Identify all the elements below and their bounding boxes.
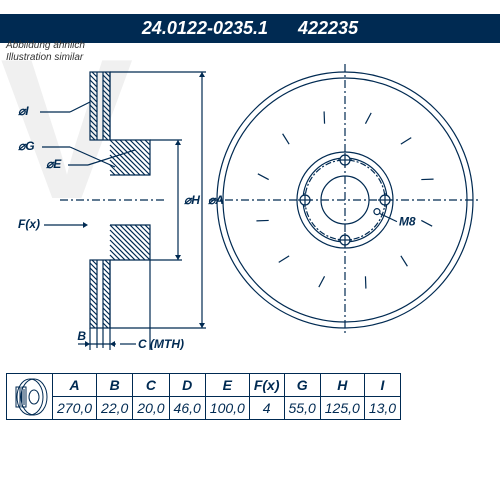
val-I: 13,0 [364,397,400,420]
col-G: G [284,374,320,397]
val-E: 100,0 [205,397,249,420]
svg-text:⌀A: ⌀A [208,193,224,207]
short-code: 422235 [298,18,358,39]
col-D: D [169,374,205,397]
disc-icon [10,377,50,417]
header-bar: 24.0122-0235.1 422235 [0,14,500,43]
svg-text:⌀I: ⌀I [18,104,29,118]
val-D: 46,0 [169,397,205,420]
table-header-row: A B C D E F(x) G H I [7,374,401,397]
page-container: V 24.0122-0235.1 422235 Abbildung ähnlic… [0,0,500,500]
svg-text:⌀G: ⌀G [18,139,35,153]
subtitle-german: Abbildung ähnlich [6,40,85,51]
val-F: 4 [249,397,284,420]
col-I: I [364,374,400,397]
table-icon-cell [7,374,53,420]
val-H: 125,0 [320,397,364,420]
svg-text:M8: M8 [399,215,416,229]
col-A: A [53,374,97,397]
table-value-row: 270,0 22,0 20,0 46,0 100,0 4 55,0 125,0 … [7,397,401,420]
dimension-table: A B C D E F(x) G H I 270,0 22,0 20,0 46,… [6,373,401,420]
part-number: 24.0122-0235.1 [142,18,268,39]
val-C: 20,0 [133,397,169,420]
col-B: B [97,374,133,397]
svg-text:⌀E: ⌀E [46,157,62,171]
svg-text:B: B [77,329,86,343]
svg-text:C (MTH): C (MTH) [138,337,184,350]
col-C: C [133,374,169,397]
col-H: H [320,374,364,397]
val-G: 55,0 [284,397,320,420]
svg-text:⌀H: ⌀H [184,193,200,207]
val-A: 270,0 [53,397,97,420]
technical-diagram: M8⌀I⌀G⌀EF(x)⌀H⌀ABC (MTH)D [0,40,500,350]
subtitle-english: Illustration similar [6,52,83,63]
col-F: F(x) [249,374,284,397]
val-B: 22,0 [97,397,133,420]
svg-text:F(x): F(x) [18,217,40,231]
col-E: E [205,374,249,397]
